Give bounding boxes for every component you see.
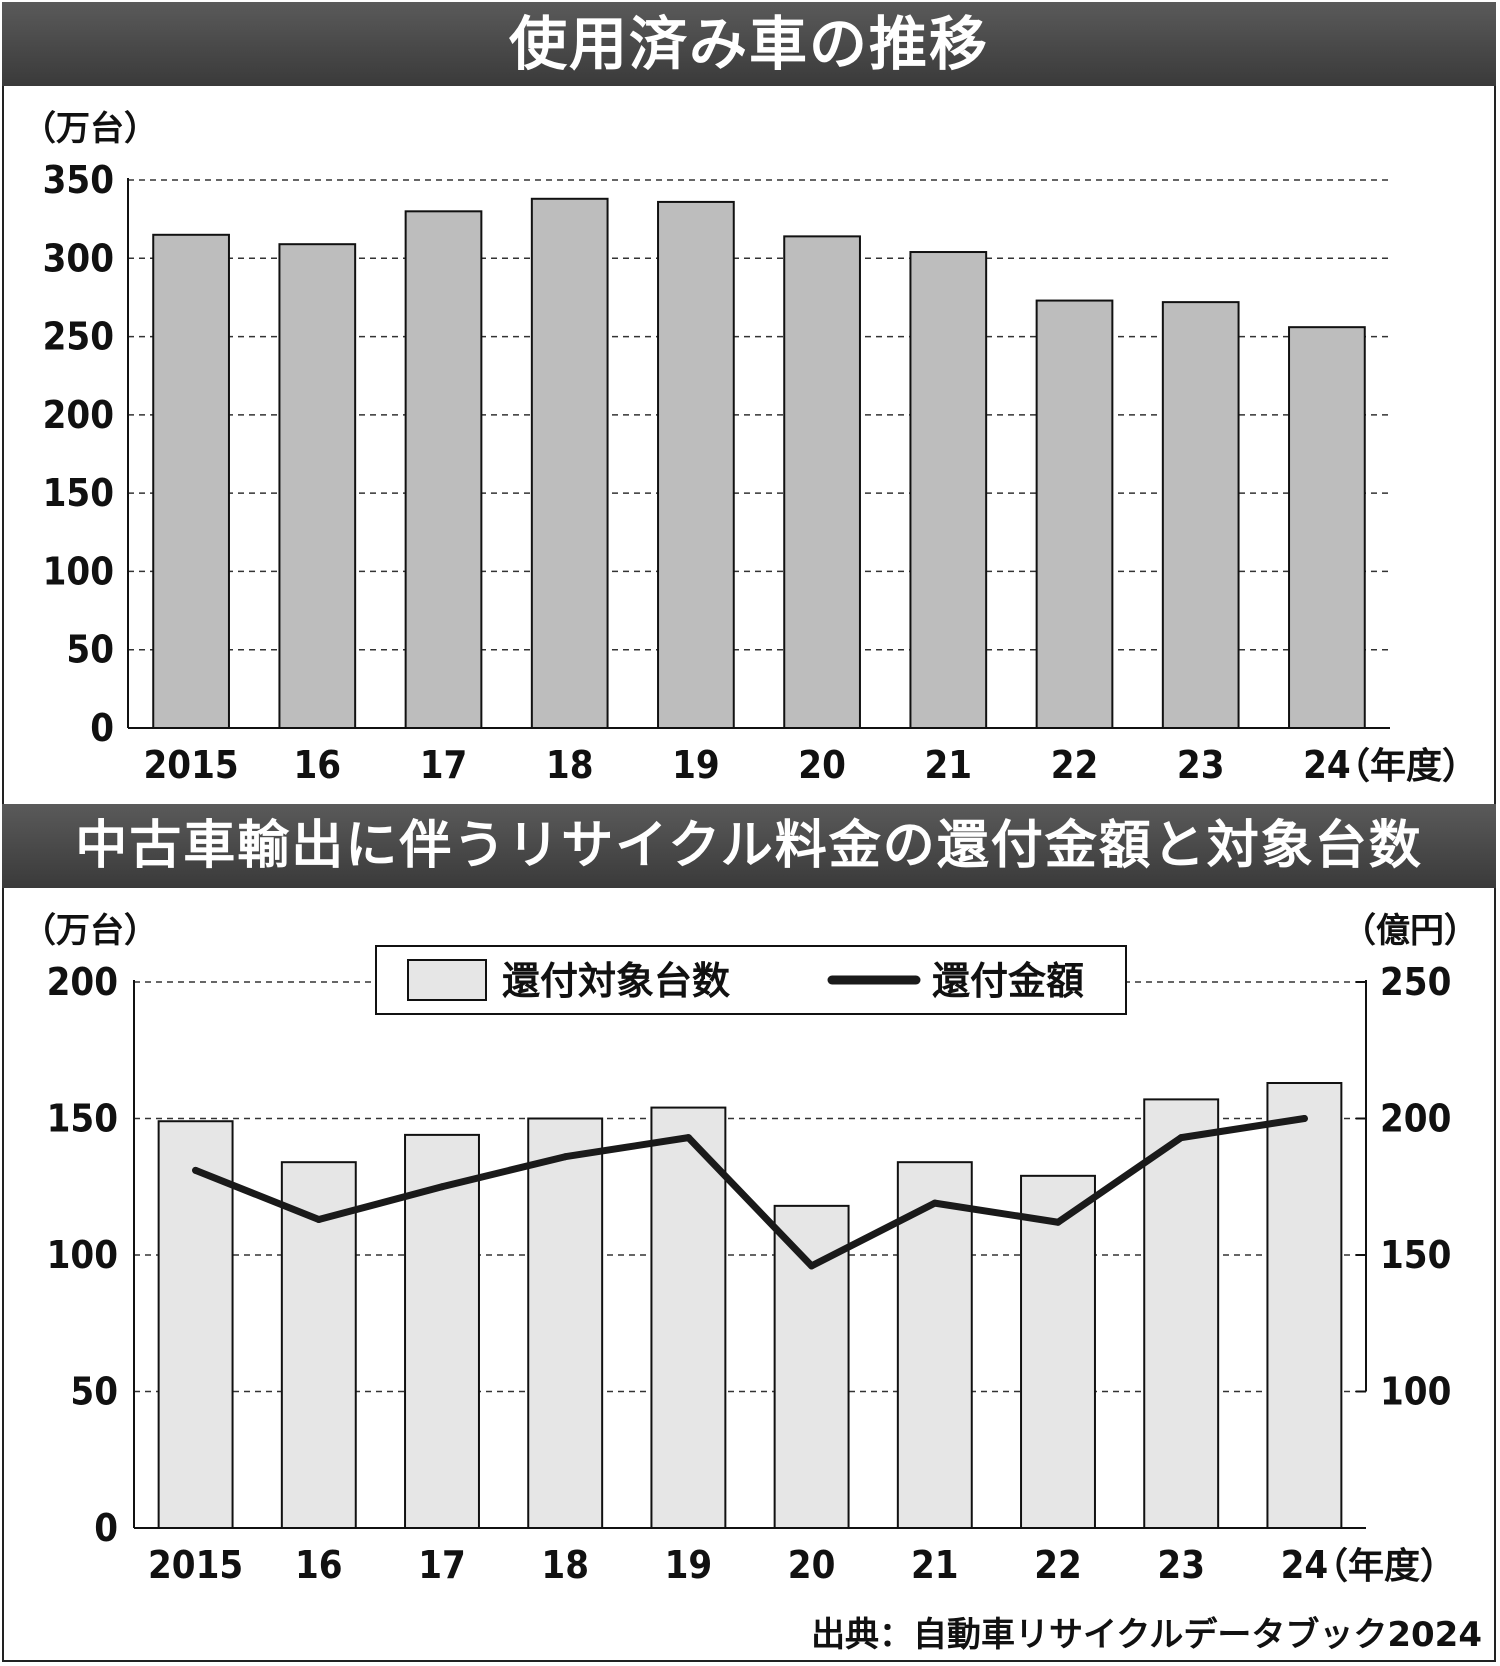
chart2-x-tick-label: 18: [541, 1543, 589, 1587]
chart2-line-point: [192, 1166, 200, 1174]
chart1-x-tick-label: 24: [1303, 743, 1351, 787]
chart1-bar: [530, 197, 609, 729]
chart2-bar: [1143, 1098, 1220, 1529]
chart2-legend-swatch-bars: [407, 959, 487, 1001]
chart2-y2-tick-label: 200: [1380, 1097, 1451, 1141]
chart2-x-unit-label: （年度）: [1312, 1546, 1456, 1587]
chart1-y-axis-label: （万台）: [22, 109, 158, 149]
chart2-x-tick-label: 2015: [148, 1543, 243, 1587]
chart2-line-point: [1054, 1218, 1062, 1226]
chart2-legend: [375, 945, 1127, 1015]
chart1-x-tick-label: 22: [1051, 743, 1099, 787]
chart2-bar: [650, 1106, 727, 1530]
chart1-y-tick-label: 350: [43, 158, 114, 202]
chart2-y-tick-label: 150: [47, 1097, 118, 1141]
chart2-y-tick-label: 100: [47, 1233, 118, 1277]
chart1-bar: [1161, 301, 1240, 730]
chart1-bar: [783, 235, 861, 729]
chart1-y-tick-label: 150: [43, 471, 114, 515]
chart2-line-point: [438, 1183, 446, 1191]
chart1-x-tick-label: 19: [672, 743, 720, 787]
chart1-bar: [278, 243, 357, 730]
chart1-svg: （万台） 0 50 100 150 200 250 300 350 2015 16 17 18 19 20 2…: [22, 109, 1478, 787]
chart1-bar: [909, 251, 988, 729]
chart2-y2-tick-label: 100: [1380, 1370, 1451, 1414]
chart1-y-tick-label: 50: [66, 628, 114, 672]
chart1-y-tick-label: 300: [43, 236, 114, 280]
chart1-y-tick-label: 100: [43, 549, 114, 593]
chart2-x-tick-label: 17: [418, 1543, 466, 1587]
chart2-y-tick-label: 0: [94, 1506, 118, 1550]
chart2-y2-tick-label: 250: [1380, 960, 1451, 1004]
chart2-bar: [773, 1204, 850, 1529]
chart1-bar: [1035, 299, 1114, 729]
chart1-bar: [1288, 326, 1366, 729]
chart2-legend-label-bars: 還付対象台数: [502, 959, 730, 1003]
chart2-legend-label-line: 還付金額: [932, 959, 1084, 1003]
chart2-x-tick-label: 23: [1157, 1543, 1205, 1587]
chart1-title: 使用済み車の推移: [2, 2, 1496, 86]
chart1-y-tick-label: 250: [43, 315, 114, 359]
chart1-x-tick-label: 21: [925, 743, 973, 787]
chart2-y2-axis-label: （億円）: [1342, 911, 1478, 951]
chart1-bar: [657, 200, 735, 730]
chart2-y-tick-label: 50: [70, 1370, 118, 1414]
chart2-svg: （万台） （億円） 0 50 100 150 200 100 150 200 250 2015 16 17…: [22, 911, 1478, 1587]
chart1-x-tick-label: 2015: [144, 743, 239, 787]
chart2-title: 中古車輸出に伴うリサイクル料金の還付金額と対象台数: [2, 804, 1496, 888]
chart2-line-point: [931, 1199, 939, 1207]
chart1-x-unit-label: （年度）: [1334, 746, 1478, 787]
chart2-line-point: [1177, 1134, 1185, 1142]
chart2-line-point: [561, 1153, 569, 1161]
chart1-x-tick-label: 20: [798, 743, 846, 787]
chart2-bar: [1266, 1082, 1343, 1529]
chart2-line-point: [684, 1134, 692, 1142]
chart2-line-point: [1300, 1115, 1308, 1122]
chart2-x-tick-label: 19: [665, 1543, 713, 1587]
chart1-y-tick-label: 0: [90, 706, 114, 750]
chart2-bar: [1020, 1174, 1096, 1529]
chart1-x-tick-label: 16: [294, 743, 342, 787]
chart2-y-tick-label: 200: [47, 960, 118, 1004]
chart2-y2-tick-label: 150: [1380, 1233, 1451, 1277]
chart2-x-tick-label: 20: [788, 1543, 836, 1587]
chart2-x-tick-label: 22: [1034, 1543, 1082, 1587]
chart2-x-tick-label: 24: [1281, 1543, 1329, 1587]
chart1-bar: [404, 210, 483, 730]
chart2-x-tick-label: 21: [911, 1543, 959, 1587]
chart2-line-point: [315, 1216, 323, 1224]
chart2-y-axis-label: （万台）: [22, 911, 158, 951]
chart2-line-point: [808, 1262, 816, 1270]
chart2-bar: [896, 1161, 973, 1529]
source-note: 出典：自動車リサイクルデータブック2024: [811, 1615, 1482, 1655]
chart1-x-tick-label: 17: [420, 743, 468, 787]
chart1-x-tick-label: 23: [1177, 743, 1225, 787]
chart1-bar: [152, 233, 230, 730]
chart2-x-tick-label: 16: [295, 1543, 343, 1587]
chart1-y-tick-label: 200: [43, 393, 114, 437]
chart2-bar: [527, 1117, 604, 1529]
chart1-x-tick-label: 18: [546, 743, 594, 787]
chart2-line-series: [192, 1115, 1308, 1270]
